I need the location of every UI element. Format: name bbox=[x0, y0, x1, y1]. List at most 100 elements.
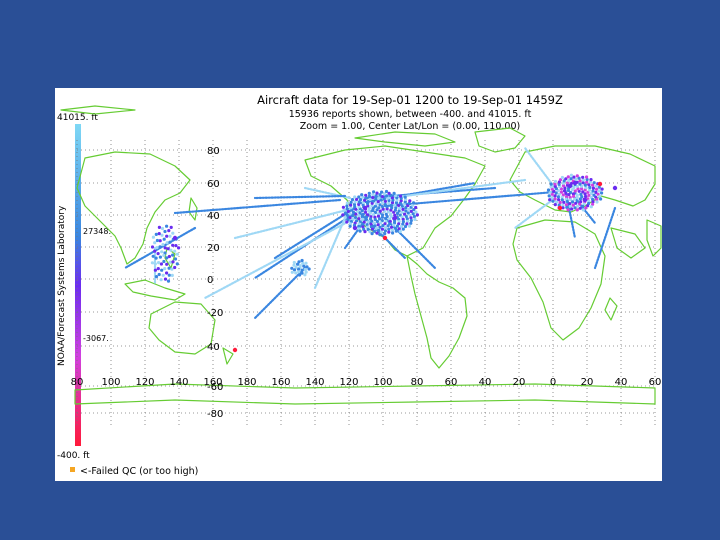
track-point bbox=[377, 228, 381, 232]
track-point bbox=[361, 225, 365, 229]
track-point bbox=[394, 229, 398, 233]
lat-label: 0 bbox=[207, 275, 213, 286]
track-point bbox=[171, 253, 175, 257]
track-point bbox=[175, 252, 179, 256]
track-point bbox=[556, 189, 560, 193]
track-point bbox=[409, 221, 413, 225]
track-point bbox=[581, 175, 585, 179]
colorbar bbox=[75, 124, 81, 446]
track-point bbox=[385, 207, 389, 211]
track-point bbox=[373, 224, 377, 228]
track-point bbox=[364, 218, 369, 222]
track-point bbox=[160, 268, 164, 272]
track-point bbox=[357, 195, 361, 199]
track-point bbox=[401, 220, 405, 224]
track-point bbox=[357, 214, 361, 218]
track-point bbox=[374, 204, 378, 208]
track-point bbox=[387, 191, 391, 195]
track-point bbox=[158, 245, 162, 249]
track-point bbox=[290, 270, 294, 274]
flight-track bbox=[573, 196, 597, 225]
track-point bbox=[371, 199, 376, 203]
track-point bbox=[348, 216, 352, 220]
track-point bbox=[168, 260, 172, 264]
track-point bbox=[559, 187, 563, 191]
track-point bbox=[397, 227, 401, 231]
track-point bbox=[582, 197, 588, 203]
track-point bbox=[550, 196, 554, 200]
track-point bbox=[165, 241, 169, 245]
track-point bbox=[371, 213, 376, 217]
track-point bbox=[165, 256, 169, 260]
track-point bbox=[395, 211, 400, 215]
track-point bbox=[387, 230, 391, 234]
track-point bbox=[587, 183, 591, 187]
track-point bbox=[571, 200, 575, 204]
track-point bbox=[368, 197, 372, 201]
colorbar-vertical-label: NOAA/Forecast Systems Laboratory bbox=[57, 205, 67, 366]
track-point bbox=[372, 229, 376, 233]
track-point bbox=[171, 231, 175, 235]
track-point bbox=[304, 261, 308, 265]
track-point bbox=[398, 194, 403, 198]
lon-label: 180 bbox=[237, 377, 256, 388]
track-point bbox=[596, 192, 600, 196]
track-point bbox=[365, 223, 369, 227]
track-point bbox=[566, 208, 570, 212]
flight-track bbox=[593, 206, 617, 270]
track-point bbox=[404, 206, 408, 210]
track-point bbox=[557, 192, 561, 196]
track-point bbox=[584, 194, 588, 199]
track-point bbox=[370, 227, 375, 231]
track-point bbox=[403, 200, 407, 204]
track-point bbox=[386, 196, 390, 200]
track-point bbox=[369, 222, 373, 226]
track-point bbox=[383, 199, 387, 203]
track-point bbox=[395, 224, 399, 228]
track-point bbox=[162, 259, 166, 264]
track-point bbox=[298, 273, 302, 277]
lon-label: 140 bbox=[169, 377, 188, 388]
track-point bbox=[361, 223, 365, 227]
track-point bbox=[587, 188, 592, 192]
track-point bbox=[571, 203, 575, 207]
track-point bbox=[349, 200, 353, 204]
track-point bbox=[392, 215, 398, 221]
track-point bbox=[563, 186, 567, 190]
track-point bbox=[165, 262, 169, 266]
track-point bbox=[361, 195, 365, 199]
track-point bbox=[302, 264, 306, 268]
track-point bbox=[357, 200, 361, 204]
track-point bbox=[373, 210, 377, 215]
track-point bbox=[167, 254, 171, 259]
coastlines bbox=[60, 105, 662, 405]
lon-label: 20 bbox=[581, 377, 594, 388]
lat-label: -20 bbox=[207, 308, 223, 319]
track-point bbox=[398, 206, 402, 210]
track-point bbox=[564, 203, 569, 207]
track-point bbox=[154, 256, 158, 260]
flight-track bbox=[313, 216, 347, 290]
lat-label: 20 bbox=[207, 243, 220, 254]
track-point bbox=[173, 249, 177, 253]
track-point bbox=[354, 212, 358, 216]
track-point bbox=[168, 240, 172, 244]
track-point bbox=[343, 215, 347, 220]
track-point bbox=[169, 248, 173, 252]
track-point bbox=[393, 203, 397, 207]
track-point bbox=[162, 237, 166, 241]
track-point bbox=[376, 200, 380, 204]
track-point bbox=[385, 205, 389, 209]
track-point bbox=[366, 204, 370, 208]
track-point bbox=[153, 262, 157, 266]
track-point bbox=[568, 202, 572, 206]
track-point bbox=[408, 213, 412, 217]
track-point bbox=[550, 192, 554, 196]
track-point bbox=[378, 193, 382, 197]
track-point bbox=[366, 220, 370, 224]
track-point bbox=[600, 187, 604, 191]
track-point bbox=[407, 207, 411, 211]
track-point bbox=[367, 209, 371, 213]
track-point bbox=[374, 197, 378, 201]
track-point bbox=[362, 220, 366, 224]
